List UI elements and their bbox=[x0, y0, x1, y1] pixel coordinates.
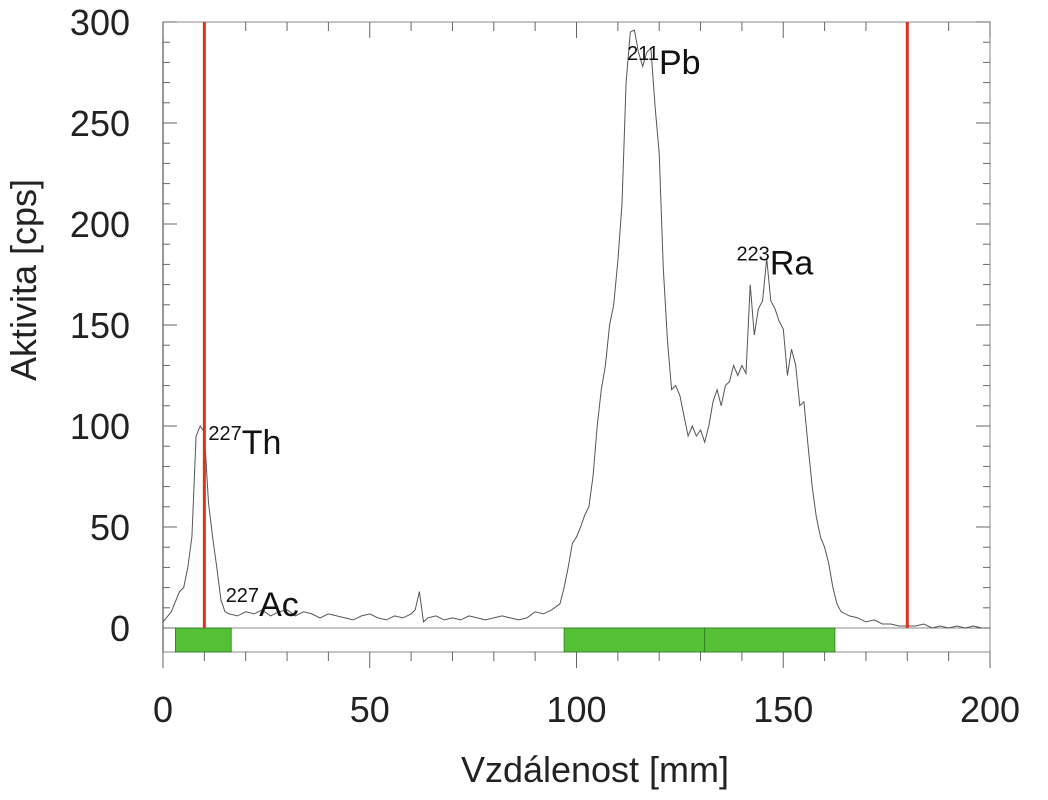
x-tick-label: 50 bbox=[350, 689, 390, 730]
x-tick-label: 200 bbox=[960, 689, 1020, 730]
x-tick-label: 100 bbox=[546, 689, 606, 730]
integration-band bbox=[175, 627, 232, 653]
peak-label-pb: 211Pb bbox=[627, 43, 700, 82]
activity-trace bbox=[162, 29, 990, 629]
plot-frame bbox=[162, 21, 991, 653]
integration-bands bbox=[175, 627, 836, 653]
peak-label-ac: 227Ac bbox=[226, 585, 299, 624]
y-tick-label: 250 bbox=[70, 103, 130, 144]
y-tick-label: 100 bbox=[70, 406, 130, 447]
peak-label-ra: 223Ra bbox=[736, 243, 813, 282]
y-tick-label: 300 bbox=[70, 2, 130, 43]
y-axis-title: Aktivita [cps] bbox=[3, 179, 44, 381]
activity-trace-group bbox=[162, 29, 990, 629]
tick-marks bbox=[162, 21, 991, 668]
y-tick-label: 0 bbox=[110, 608, 130, 649]
tick-labels: 0 50 100 150 200 250 300 0 50 100 150 200 bbox=[70, 2, 1020, 730]
x-tick-label: 150 bbox=[753, 689, 813, 730]
integration-band bbox=[704, 627, 836, 653]
peak-labels: 227Th 227Ac 211Pb 223Ra bbox=[208, 43, 813, 624]
peak-label-th: 227Th bbox=[208, 423, 281, 462]
y-tick-label: 50 bbox=[90, 507, 130, 548]
x-axis-title: Vzdálenost [mm] bbox=[461, 749, 729, 790]
y-tick-label: 150 bbox=[70, 305, 130, 346]
y-tick-label: 200 bbox=[70, 204, 130, 245]
x-tick-label: 0 bbox=[153, 689, 173, 730]
integration-band bbox=[563, 627, 706, 653]
marker-lines bbox=[202, 22, 909, 628]
